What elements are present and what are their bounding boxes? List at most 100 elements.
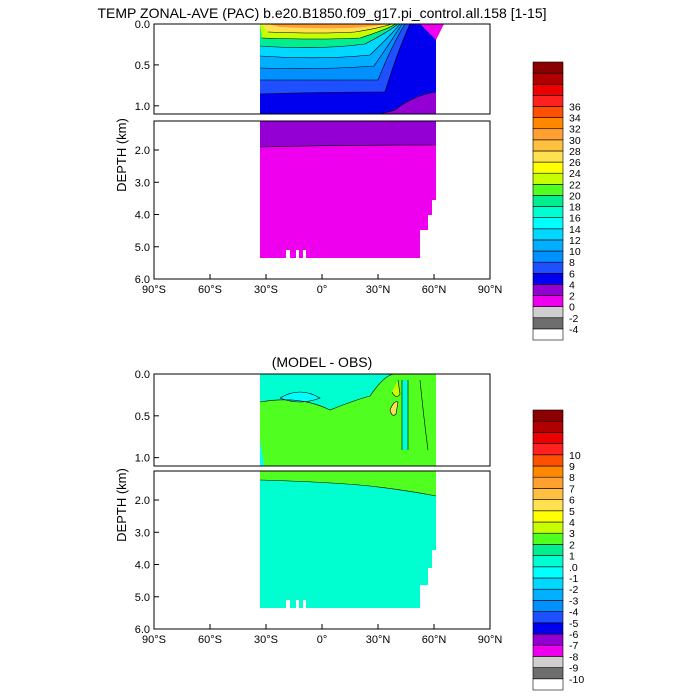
colorbar-box	[532, 83, 564, 96]
colorbar-label: -6	[569, 629, 578, 641]
y-tick-label: 5.0	[135, 592, 150, 604]
colorbar-box	[532, 206, 564, 218]
top-band-28	[268, 24, 385, 29]
top-upper-contours	[259, 24, 437, 114]
y-tick-label: 6.0	[135, 274, 150, 286]
colorbar-box	[532, 317, 564, 330]
bottom-upper-panel	[259, 374, 436, 466]
colorbar-box	[532, 566, 564, 579]
bottom-upper-contours	[259, 374, 429, 451]
colorbar-box	[532, 272, 564, 285]
colorbar-box	[532, 172, 564, 185]
colorbar-label: 6	[569, 268, 575, 280]
colorbar-box	[532, 250, 564, 263]
colorbar-box	[532, 622, 564, 635]
colorbar-label: -10	[569, 674, 584, 686]
colorbar-label: 18	[569, 202, 581, 214]
x-tick-label: 90°N	[478, 284, 503, 296]
bottom-notch-3	[303, 600, 306, 608]
y-tick-label: 0.5	[135, 60, 150, 72]
top-lower-panel	[259, 121, 437, 258]
colorbar-label: 5	[569, 506, 575, 518]
colorbar-box	[532, 454, 564, 467]
colorbar-label: 3	[569, 528, 575, 540]
bottom-lower-contour	[259, 479, 437, 497]
x-tick-label: 90°N	[478, 634, 503, 646]
top-lower-band-0	[260, 145, 436, 258]
bottom-chart: (MODEL - OBS)	[114, 354, 584, 691]
bottom-left-edge	[260, 440, 264, 466]
x-tick-label: 0°	[317, 284, 328, 296]
colorbar-label: 10	[569, 246, 581, 258]
colorbar-box	[532, 611, 564, 624]
x-tick-label: 30°S	[254, 634, 278, 646]
y-tick-label: 2.0	[135, 495, 150, 507]
colorbar-box	[532, 656, 564, 668]
colorbar-label: .0	[569, 562, 578, 574]
colorbar-label: -2	[569, 584, 578, 596]
colorbar-box	[532, 128, 564, 141]
top-band-arctic	[420, 24, 444, 40]
bottom-lower-band-0	[260, 480, 436, 608]
bottom-notch-1	[286, 600, 290, 608]
y-tick-label: 4.0	[135, 210, 150, 222]
y-tick-label: 5.0	[135, 242, 150, 254]
colorbar-label: 7	[569, 483, 575, 495]
top-upper-panel	[259, 24, 444, 114]
colorbar-box	[532, 117, 564, 130]
colorbar-box	[532, 295, 564, 307]
colorbar-box	[532, 644, 564, 657]
colorbar-label: 26	[569, 157, 581, 169]
colorbar-label: -2	[569, 313, 578, 325]
colorbar-box	[532, 521, 564, 534]
y-tick-label: 1.0	[135, 453, 150, 465]
top-notch-2	[296, 250, 299, 258]
bottom-chart-title: (MODEL - OBS)	[272, 354, 373, 370]
colorbar-label: -9	[569, 663, 578, 675]
colorbar-box	[532, 106, 564, 118]
bottom-vertical-strip	[402, 380, 408, 450]
top-upper-frame	[153, 23, 491, 115]
x-tick-label: 60°N	[422, 284, 447, 296]
colorbar-label: -4	[569, 607, 578, 619]
colorbar-label: 14	[569, 224, 581, 236]
colorbar-box	[532, 150, 564, 163]
colorbar-box	[532, 678, 564, 691]
x-tick-label: 30°N	[366, 284, 391, 296]
colorbar-label: 1	[569, 551, 575, 563]
colorbar-label: 8	[569, 257, 575, 269]
colorbar-box	[532, 61, 564, 74]
colorbar-label: 4	[569, 517, 575, 529]
colorbar-label: 20	[569, 190, 581, 202]
top-chart-title: TEMP ZONAL-AVE (PAC) b.e20.B1850.f09_g17…	[97, 5, 546, 21]
colorbar-box	[532, 195, 564, 207]
colorbar-box	[532, 409, 564, 422]
colorbar-box	[532, 217, 564, 230]
bottom-band-3	[390, 401, 398, 416]
colorbar-box	[532, 667, 564, 680]
y-tick-label: 0.0	[135, 369, 150, 381]
colorbar-label: -3	[569, 595, 578, 607]
bottom-x-ticks: 90°S 60°S 30°S 0° 30°N 60°N 90°N	[142, 624, 502, 646]
bottom-notch-2	[296, 600, 299, 608]
x-tick-label: 60°S	[198, 634, 222, 646]
colorbar-label: 8	[569, 472, 575, 484]
x-tick-label: 90°S	[142, 634, 166, 646]
colorbar-label: 36	[569, 101, 581, 113]
colorbar-label: 10	[569, 450, 581, 462]
colorbar-label: 6	[569, 495, 575, 507]
colorbar-box	[532, 544, 564, 556]
colorbar-box	[532, 239, 564, 252]
colorbar-box	[532, 328, 564, 341]
colorbar-label: 22	[569, 179, 581, 191]
colorbar-box	[532, 306, 564, 319]
colorbar-label: 32	[569, 124, 581, 136]
top-x-ticks: 90°S 60°S 30°S 0° 30°N 60°N 90°N	[142, 274, 502, 296]
colorbar-box	[532, 95, 564, 107]
colorbar-box	[532, 577, 564, 590]
colorbar-label: -4	[569, 324, 578, 336]
colorbar-box	[532, 499, 564, 512]
colorbar-box	[532, 465, 564, 478]
colorbar-label: 16	[569, 213, 581, 225]
